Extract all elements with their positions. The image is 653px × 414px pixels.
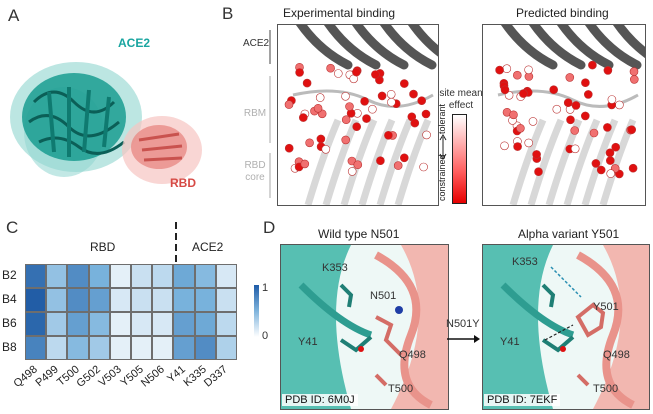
heatmap-cell (152, 312, 174, 336)
predicted-binding-structure (482, 24, 646, 206)
wt-label-y41: Y41 (298, 336, 318, 348)
heatmap-cell (194, 288, 216, 312)
heatmap-cell (25, 312, 47, 336)
heatmap-cell (46, 312, 68, 336)
heatmap-cell (109, 288, 131, 312)
wild-type-structure (280, 244, 449, 410)
side-bracket (269, 30, 271, 198)
heatmap-colorbar-min: 0 (262, 330, 269, 342)
heatmap-cell (194, 312, 216, 336)
heatmap-cell (109, 336, 131, 360)
alpha-variant-structure (482, 244, 650, 410)
heatmap-cell (215, 312, 237, 336)
heatmap-cell (67, 312, 89, 336)
heatmap-cell (25, 336, 47, 360)
heatmap-cell (67, 336, 89, 360)
side-label-ace2: ACE2 (243, 38, 270, 49)
heatmap-cell (88, 288, 110, 312)
heatmap-cell (131, 288, 153, 312)
heatmap-cell (152, 336, 174, 360)
heatmap-cell (131, 264, 153, 288)
heatmap-ace2-group-label: ACE2 (192, 240, 224, 254)
heatmap-cell (25, 264, 47, 288)
heatmap-cell (46, 288, 68, 312)
heatmap-cell (131, 312, 153, 336)
mutation-arrow (447, 335, 480, 343)
colorbar-constrained-label: constrained (437, 154, 447, 201)
heatmap-row-label: B8 (2, 340, 17, 354)
heatmap-row-label: B6 (2, 316, 17, 330)
heatmap-cell (194, 264, 216, 288)
wt-label-n501: N501 (370, 290, 397, 302)
heatmap-row-label: B2 (2, 268, 17, 282)
heatmap-cell (67, 288, 89, 312)
ace2-label: ACE2 (118, 36, 151, 50)
panel-d-letter: D (263, 218, 276, 237)
heatmap (25, 264, 237, 360)
mutation-arrow-label: N501Y (446, 318, 480, 330)
heatmap-cell (25, 288, 47, 312)
heatmap-cell (215, 264, 237, 288)
heatmap-cell (88, 264, 110, 288)
heatmap-rbd-group-label: RBD (90, 240, 116, 254)
heatmap-cell (215, 336, 237, 360)
colorbar-arrow (439, 134, 447, 160)
side-label-rbd-core: RBD core (244, 160, 266, 183)
wild-type-title: Wild type N501 (318, 227, 400, 241)
heatmap-colorbar (254, 285, 259, 337)
var-pdb-id: PDB ID: 7EKF (484, 394, 561, 406)
alpha-variant-title: Alpha variant Y501 (518, 227, 620, 241)
wt-label-k353: K353 (322, 262, 348, 274)
heatmap-cell (173, 336, 195, 360)
predicted-binding-title: Predicted binding (516, 6, 609, 20)
heatmap-cell (109, 264, 131, 288)
heatmap-cell (88, 312, 110, 336)
var-label-t500: T500 (593, 383, 619, 395)
var-label-k353: K353 (512, 256, 538, 268)
ace2-rbd-structure-image (10, 62, 202, 184)
var-label-y501: Y501 (593, 301, 619, 313)
heatmap-cell (173, 264, 195, 288)
heatmap-cell (88, 336, 110, 360)
wt-label-q498: Q498 (399, 349, 426, 361)
heatmap-cell (194, 336, 216, 360)
site-mean-effect-title: site mean effect (439, 88, 483, 111)
heatmap-colorbar-max: 1 (262, 282, 269, 294)
heatmap-cell (131, 336, 153, 360)
heatmap-cell (215, 288, 237, 312)
heatmap-cell (173, 312, 195, 336)
heatmap-cell (46, 336, 68, 360)
wt-label-t500: T500 (388, 383, 414, 395)
panel-b-letter: B (222, 4, 234, 23)
heatmap-group-divider (175, 222, 177, 268)
heatmap-cell (152, 264, 174, 288)
heatmap-cell (46, 264, 68, 288)
heatmap-cell (109, 312, 131, 336)
wt-pdb-id: PDB ID: 6M0J (282, 394, 358, 406)
heatmap-row-label: B4 (2, 292, 17, 306)
panel-c-letter: C (6, 218, 19, 237)
experimental-binding-title: Experimental binding (283, 6, 396, 20)
rbd-label: RBD (170, 176, 196, 190)
var-label-q498: Q498 (603, 349, 630, 361)
heatmap-cell (173, 288, 195, 312)
heatmap-cell (152, 288, 174, 312)
panel-a-letter: A (8, 6, 20, 25)
heatmap-cell (67, 264, 89, 288)
side-label-rbm: RBM (243, 108, 267, 119)
colorbar-tolerant-label: tolerant (437, 103, 447, 134)
experimental-binding-structure (277, 24, 439, 206)
site-mean-effect-colorbar (452, 114, 467, 204)
var-label-y41: Y41 (500, 336, 520, 348)
